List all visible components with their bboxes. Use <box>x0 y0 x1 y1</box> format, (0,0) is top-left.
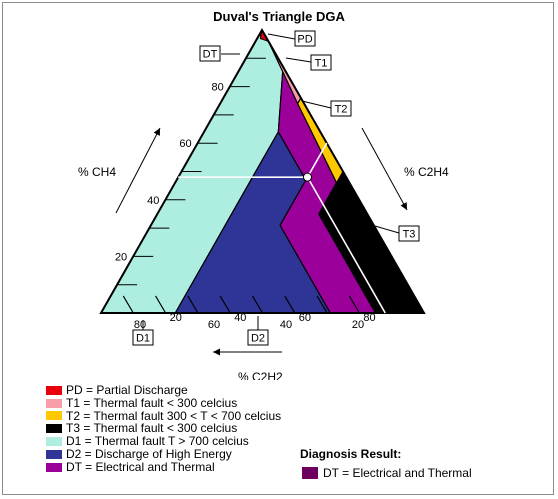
callout-label-t1: T1 <box>315 58 328 70</box>
legend-swatch <box>46 449 62 459</box>
callout-label-t3: T3 <box>403 229 416 241</box>
legend-item-d1: D1 = Thermal fault T > 700 celcius <box>46 435 281 448</box>
legend-swatch <box>46 385 62 395</box>
c2h2-tick-20 <box>348 295 360 314</box>
c2h2-axis-label: % C2H2 <box>238 370 283 380</box>
diagnosis-result-row: DT = Electrical and Thermal <box>302 466 472 480</box>
c2h2-tick-label-40: 40 <box>280 319 292 331</box>
legend-swatch <box>46 411 62 421</box>
c2h4-arrow-head <box>400 202 407 210</box>
callout-box-d1 <box>132 329 154 346</box>
diagnosis-result-title: Diagnosis Result: <box>300 447 402 461</box>
legend-swatch <box>46 424 62 434</box>
c2h2-tick-50 <box>252 295 263 314</box>
c2h4-tick-label-20: 20 <box>170 312 182 324</box>
legend-item-t2: T2 = Thermal fault 300 < T < 700 celcius <box>46 408 282 423</box>
legend-label: PD = Partial Discharge <box>66 383 188 397</box>
c2h2-tick-label-80: 80 <box>134 319 146 331</box>
diagnosis-result: Diagnosis Result: DT = Electrical and Th… <box>300 447 472 480</box>
callout-label-t2: T2 <box>335 104 348 116</box>
callout-box-d2 <box>247 329 269 346</box>
legend: PD = Partial Discharge T1 = Thermal fault… <box>46 384 281 474</box>
legend-label: T3 = Thermal fault < 300 celcius <box>66 421 238 436</box>
legend-label: T2 = Thermal fault 300 < T < 700 celcius <box>66 408 282 423</box>
ch4-axis-label: % CH4 <box>78 165 116 179</box>
legend-swatch <box>46 462 62 472</box>
ch4-arrow <box>115 127 161 214</box>
legend-label: T1 = Thermal fault < 300 celcius <box>66 395 238 410</box>
sample-point <box>302 172 312 182</box>
callout-label-d2: D2 <box>251 333 265 345</box>
ch4-tick-label-80: 80 <box>212 82 224 94</box>
legend-label: D2 = Discharge of High Energy <box>66 446 232 461</box>
callout-box-t1 <box>310 54 332 71</box>
c2h2-tick-40 <box>284 295 296 314</box>
diagram-title: Duval's Triangle DGA <box>213 9 345 24</box>
c2h2-projection-line <box>306 176 386 314</box>
diagram-frame <box>2 2 554 495</box>
legend-item-dt: DT = Electrical and Thermal <box>46 459 281 474</box>
callout-label-d1: D1 <box>136 333 150 345</box>
legend-label: D1 = Thermal fault T > 700 celcius <box>66 434 249 449</box>
legend-swatch <box>46 398 62 408</box>
callout-box-t3 <box>398 225 420 242</box>
callout-label-pd: PD <box>297 34 312 46</box>
callout-line-t1 <box>285 57 312 63</box>
ch4-tick-label-20: 20 <box>115 251 127 263</box>
legend-swatch <box>46 437 62 447</box>
legend-item-t1: T1 = Thermal fault < 300 celcius <box>46 395 281 410</box>
callout-line-pd <box>267 33 296 40</box>
c2h2-tick-60 <box>219 295 231 314</box>
ch4-arrow-head <box>153 128 160 136</box>
diagnosis-result-swatch <box>302 467 318 479</box>
callout-box-pd <box>294 30 316 47</box>
legend-item-t3: T3 = Thermal fault < 300 celcius <box>46 422 281 435</box>
c2h2-tick-80 <box>155 295 167 314</box>
c2h4-arrow <box>361 127 408 211</box>
callout-box-dt <box>199 45 221 62</box>
c2h2-tick-10 <box>381 295 393 314</box>
legend-item-d2: D2 = Discharge of High Energy <box>46 448 281 461</box>
callout-label-dt: DT <box>203 49 218 61</box>
c2h4-tick-label-60: 60 <box>299 312 311 324</box>
diagnosis-result-text: DT = Electrical and Thermal <box>323 466 472 480</box>
c2h2-tick-70 <box>187 295 199 314</box>
ch4-tick-label-40: 40 <box>147 195 159 207</box>
c2h4-tick-label-40: 40 <box>234 312 246 324</box>
callout-line-t2 <box>301 100 332 109</box>
c2h2-tick-label-60: 60 <box>208 319 220 331</box>
callout-line-t3 <box>374 225 400 234</box>
legend-item-pd: PD = Partial Discharge <box>46 384 281 397</box>
legend-label: DT = Electrical and Thermal <box>66 459 215 474</box>
ch4-tick-label-60: 60 <box>179 138 191 150</box>
c2h2-tick-30 <box>316 295 328 314</box>
c2h4-tick-label-80: 80 <box>363 312 375 324</box>
c2h4-projection-line <box>306 142 328 178</box>
c2h2-arrow-head <box>213 348 220 356</box>
c2h2-tick-90 <box>122 295 134 314</box>
callout-box-t2 <box>330 100 352 117</box>
c2h2-tick-label-20: 20 <box>352 319 364 331</box>
c2h4-axis-label: % C2H4 <box>404 165 449 179</box>
